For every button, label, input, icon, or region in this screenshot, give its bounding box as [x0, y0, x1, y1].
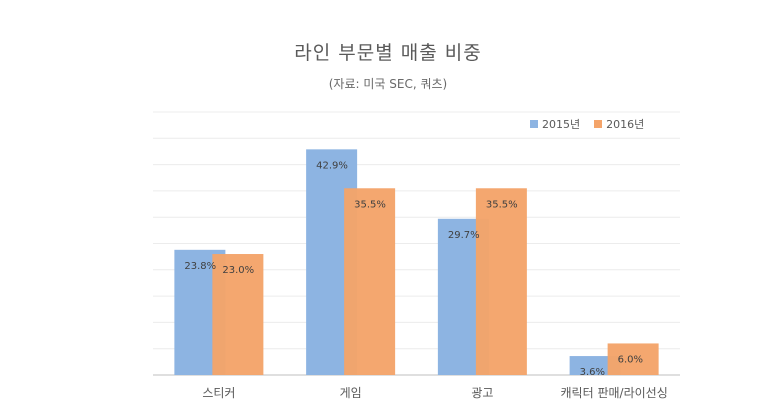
legend-swatch-2016 — [594, 120, 603, 128]
bar-2016-2 — [475, 188, 527, 375]
data-label-2015-3: 3.6% — [580, 367, 605, 378]
x-tick-label-2: 광고 — [471, 386, 493, 400]
legend-item-2016: 2016년 — [594, 116, 644, 132]
data-label-2015-2: 29.7% — [448, 230, 480, 241]
bar-2016-0 — [212, 254, 264, 375]
chart-subtitle: (자료: 미국 SEC, 쿼츠) — [328, 77, 448, 91]
data-label-2016-2: 35.5% — [486, 199, 518, 210]
legend-item-2015: 2015년 — [530, 116, 580, 132]
data-label-2016-1: 35.5% — [354, 199, 386, 210]
legend-label-2015: 2015년 — [542, 118, 581, 131]
legend: 2015년 2016년 — [530, 116, 644, 132]
bar-2016-3 — [607, 343, 659, 375]
data-label-2015-0: 23.8% — [184, 261, 216, 272]
chart-title: 라인 부문별 매출 비중 — [294, 42, 482, 64]
legend-swatch-2015 — [530, 120, 538, 128]
data-label-2016-3: 6.0% — [618, 354, 643, 365]
data-label-2015-1: 42.9% — [316, 160, 348, 171]
bar-2016-1 — [344, 188, 396, 375]
x-tick-label-3: 캐릭터 판매/라이선싱 — [561, 386, 668, 400]
x-tick-label-1: 게임 — [340, 386, 362, 400]
data-label-2016-0: 23.0% — [222, 265, 254, 276]
legend-label-2016: 2016년 — [606, 118, 645, 131]
x-tick-label-0: 스티커 — [202, 386, 235, 400]
